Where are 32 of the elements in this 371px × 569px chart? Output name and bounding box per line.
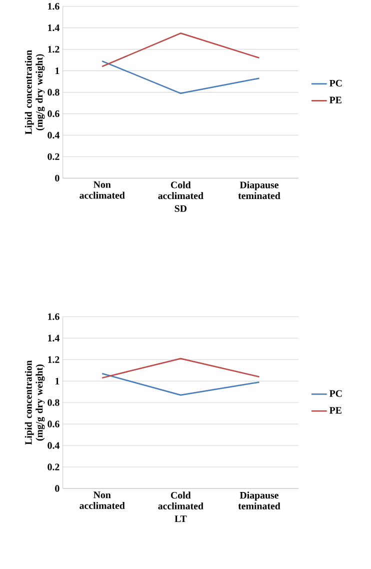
x-tick-label: Diapause teminated — [238, 492, 280, 510]
y-tick-label: 1.6 — [48, 313, 60, 320]
y-tick-label: 0.2 — [47, 464, 59, 470]
x-axis-title: SD — [174, 205, 186, 212]
y-tick-label: 1 — [55, 68, 59, 74]
x-tick-label: Cold acclimated — [158, 492, 204, 510]
legend-label: PC — [329, 80, 342, 87]
legend-label: PE — [329, 407, 342, 414]
legend-label: PE — [329, 96, 342, 104]
y-tick-label: 0.8 — [47, 88, 60, 96]
y-tick-label: 0.6 — [47, 420, 60, 428]
y-tick-label: 1 — [55, 378, 59, 384]
y-tick-label: 1.6 — [48, 3, 60, 10]
y-tick-label: 1.2 — [48, 46, 59, 53]
x-tick-label: Non acclimated — [79, 181, 125, 199]
y-tick-label: 0.4 — [47, 442, 60, 449]
y-tick-label: 0.2 — [47, 153, 59, 160]
x-tick-label: Non acclimated — [79, 492, 125, 510]
y-tick-label: 0.6 — [47, 110, 60, 118]
y-tick-label: 1.2 — [48, 356, 59, 363]
x-tick-label: Diapause teminated — [238, 181, 280, 200]
y-tick-label: 0.8 — [47, 399, 60, 406]
y-tick-label: 0.4 — [47, 132, 60, 139]
y-axis-title: Lipid concentration (mg/g dry weight) — [24, 50, 44, 134]
y-tick-label: 1.4 — [48, 334, 60, 342]
y-axis-title: Lipid concentration (mg/g dry weight) — [24, 360, 44, 445]
y-tick-label: 0 — [54, 174, 60, 182]
x-tick-label: Cold acclimated — [158, 181, 204, 200]
y-tick-label: 0 — [54, 485, 60, 492]
legend-label: PC — [329, 390, 342, 397]
y-tick-label: 1.4 — [48, 24, 60, 32]
x-axis-title: LT — [174, 516, 186, 522]
